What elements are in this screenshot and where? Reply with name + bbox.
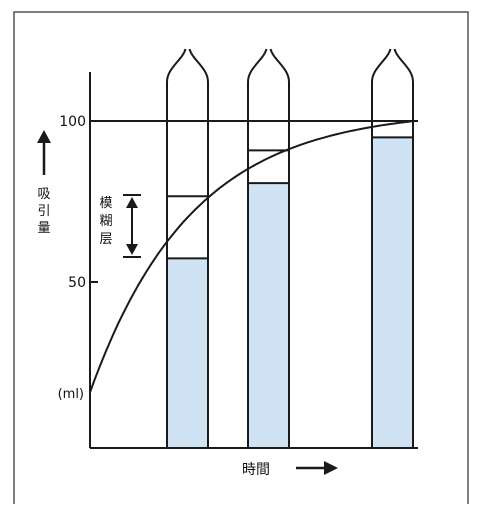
x-label-text: 時間 [242,462,270,478]
tube-3-liquid [372,137,413,448]
y-label-char-3: 量 [37,221,50,236]
tube-2-tip [247,48,290,83]
tube-1-liquid [167,258,208,448]
layer-arrow-up-icon [126,197,138,208]
y-axis-label: 吸 引 量 [37,130,51,236]
tube-2-liquid [248,183,289,448]
y-label-char-1: 吸 [37,187,50,202]
tick-label-100: 100 [59,114,86,130]
blurred-layer-indicator: 模 糊 层 [99,194,141,258]
y-axis-unit: (ml) [58,387,84,402]
x-axis-label: 時間 [242,461,338,478]
y-label-char-2: 引 [37,204,50,219]
diagram-frame [13,11,469,509]
suction-curve [89,120,415,393]
tube-1-tip [166,48,209,83]
layer-label-char-3: 层 [99,232,112,247]
tick-label-50: 50 [68,275,86,291]
tubes-group [166,48,414,448]
layer-arrow-down-icon [126,244,138,255]
up-arrow-icon [37,130,51,143]
tube-3-tip [371,48,414,83]
layer-label-char-2: 糊 [99,213,112,229]
right-arrow-icon [324,461,338,475]
layer-label-char-1: 模 [99,196,112,211]
